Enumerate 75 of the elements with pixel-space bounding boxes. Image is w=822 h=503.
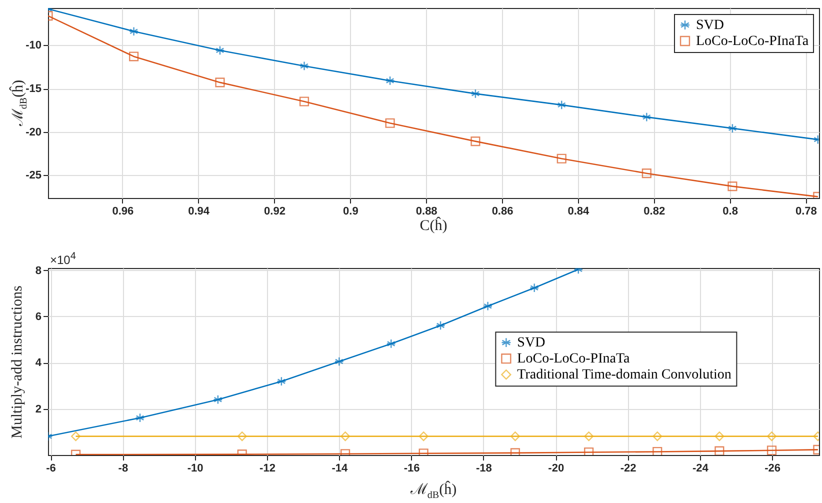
x-tick-label: -26 xyxy=(764,462,781,474)
x-tick-label: -10 xyxy=(187,462,204,474)
point xyxy=(470,88,480,98)
text: ×10$^{4}$ xyxy=(50,251,76,267)
x-tick-label: -6 xyxy=(46,462,56,474)
y-tick-label: 6 xyxy=(35,310,42,323)
point xyxy=(652,432,662,442)
x-tick-label: 0.9 xyxy=(343,206,358,218)
x-tick-label: 0.82 xyxy=(644,206,666,218)
point xyxy=(71,432,81,442)
y-axis-title: Multiply-add instructions xyxy=(10,285,26,438)
x-tick-label: 0.78 xyxy=(796,206,817,218)
point xyxy=(483,301,493,311)
x-tick-label: 0.94 xyxy=(188,206,210,218)
point xyxy=(556,100,566,110)
point xyxy=(385,76,395,86)
point xyxy=(556,154,566,164)
point xyxy=(215,78,225,88)
y-tick-label: -20 xyxy=(26,126,42,138)
legend-label: SVD xyxy=(517,336,546,351)
y-tick-label: 2 xyxy=(35,403,42,416)
legend-label: LoCo-LoCo-PInaTa xyxy=(696,34,810,49)
legend-label: LoCo-LoCo-PInaTa xyxy=(517,352,631,367)
x-tick-label: -18 xyxy=(476,462,492,474)
point xyxy=(584,432,594,442)
point xyxy=(714,446,724,455)
y-tick-label: -15 xyxy=(26,83,42,95)
point xyxy=(299,96,310,106)
point xyxy=(436,320,446,330)
point xyxy=(470,136,480,146)
point xyxy=(129,52,139,62)
point xyxy=(129,26,139,36)
point xyxy=(728,124,738,134)
point xyxy=(215,46,225,56)
y-tick-label: -10 xyxy=(26,40,42,52)
x-axis-title: C(ĥ) xyxy=(420,218,448,235)
x-tick-label: -12 xyxy=(260,462,276,474)
point xyxy=(766,432,777,442)
point xyxy=(652,446,662,455)
x-tick-label: 0.92 xyxy=(264,206,286,218)
point xyxy=(728,182,738,192)
x-tick-label: 0.84 xyxy=(568,206,590,218)
x-tick-label: -16 xyxy=(404,462,420,474)
point xyxy=(299,61,310,71)
y-tick-label: 4 xyxy=(35,357,42,370)
x-tick-label: -20 xyxy=(548,462,564,474)
x-axis-title: ℳ$_{dB}$(ĥ) xyxy=(410,480,457,501)
point xyxy=(135,413,145,423)
x-tick-label: -22 xyxy=(620,462,636,474)
x-tick-label: 0.88 xyxy=(416,206,438,218)
y-tick-label: 8 xyxy=(35,264,42,277)
point xyxy=(642,112,652,122)
point xyxy=(213,394,223,404)
legend-label: SVD xyxy=(696,18,724,33)
point xyxy=(385,118,395,128)
point xyxy=(418,432,428,442)
point xyxy=(340,432,350,442)
x-tick-label: 0.86 xyxy=(492,206,514,218)
point xyxy=(766,446,777,455)
point xyxy=(510,432,520,442)
x-tick-label: 0.8 xyxy=(722,206,738,218)
point xyxy=(584,447,594,455)
x-tick-label: -8 xyxy=(118,462,128,474)
x-tick-label: 0.96 xyxy=(112,206,134,218)
legend-label: Traditional Time-domain Convolution xyxy=(517,368,732,383)
point xyxy=(276,376,286,386)
y-tick-label: -25 xyxy=(26,170,42,182)
point xyxy=(642,168,652,178)
x-tick-label: -24 xyxy=(692,462,710,474)
point xyxy=(714,432,724,442)
x-tick-label: -14 xyxy=(332,462,348,474)
point xyxy=(334,356,344,366)
point xyxy=(237,432,247,442)
point xyxy=(386,338,396,349)
point xyxy=(530,283,540,293)
